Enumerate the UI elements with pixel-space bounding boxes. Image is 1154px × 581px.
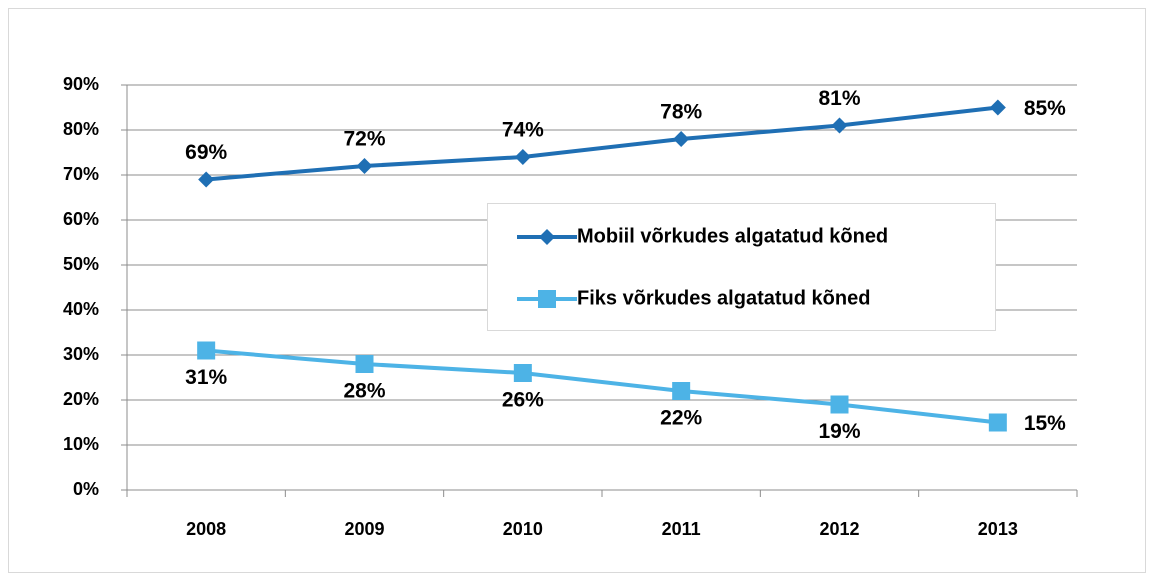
x-tick-label: 2011 — [662, 519, 701, 539]
x-tick-label: 2008 — [186, 519, 226, 539]
marker — [830, 395, 849, 414]
marker — [197, 341, 216, 360]
marker — [514, 149, 531, 165]
data-label: 85% — [1024, 97, 1066, 120]
y-tick-label: 50% — [63, 254, 99, 274]
y-tick-label: 30% — [63, 344, 99, 364]
data-label: 26% — [502, 389, 544, 412]
data-label: 74% — [502, 119, 544, 142]
y-tick-label: 70% — [63, 164, 99, 184]
data-label: 78% — [660, 101, 702, 124]
data-label: 81% — [818, 87, 860, 110]
y-tick-label: 10% — [63, 434, 99, 454]
y-tick-label: 0% — [73, 479, 99, 499]
x-tick-label: 2012 — [819, 519, 859, 539]
marker — [673, 131, 690, 147]
y-tick-label: 20% — [63, 389, 99, 409]
data-label: 72% — [343, 128, 385, 151]
marker — [538, 290, 556, 308]
y-tick-label: 40% — [63, 299, 99, 319]
chart-border — [8, 8, 1146, 573]
marker — [513, 364, 532, 382]
data-label: 22% — [660, 407, 702, 430]
marker — [672, 382, 691, 400]
legend-label: Fiks võrkudes algatatud kõned — [577, 287, 870, 309]
data-label: 69% — [185, 141, 227, 164]
data-label: 19% — [818, 420, 860, 443]
marker — [988, 413, 1007, 432]
marker — [198, 171, 215, 188]
marker — [355, 355, 374, 373]
marker — [831, 117, 848, 134]
y-tick-label: 60% — [63, 209, 99, 229]
marker — [989, 99, 1006, 116]
marker — [356, 158, 373, 174]
data-label: 28% — [343, 380, 385, 403]
x-tick-label: 2010 — [503, 519, 543, 539]
y-tick-label: 90% — [63, 74, 99, 94]
x-tick-label: 2013 — [978, 519, 1018, 539]
legend — [487, 203, 996, 331]
data-label: 15% — [1024, 412, 1066, 435]
line — [205, 105, 999, 182]
line — [205, 348, 999, 425]
data-label: 31% — [185, 366, 227, 389]
y-tick-label: 80% — [63, 119, 99, 139]
legend-label: Mobiil võrkudes algatatud kõned — [577, 225, 888, 247]
x-tick-label: 2009 — [344, 519, 384, 539]
marker — [539, 229, 555, 245]
